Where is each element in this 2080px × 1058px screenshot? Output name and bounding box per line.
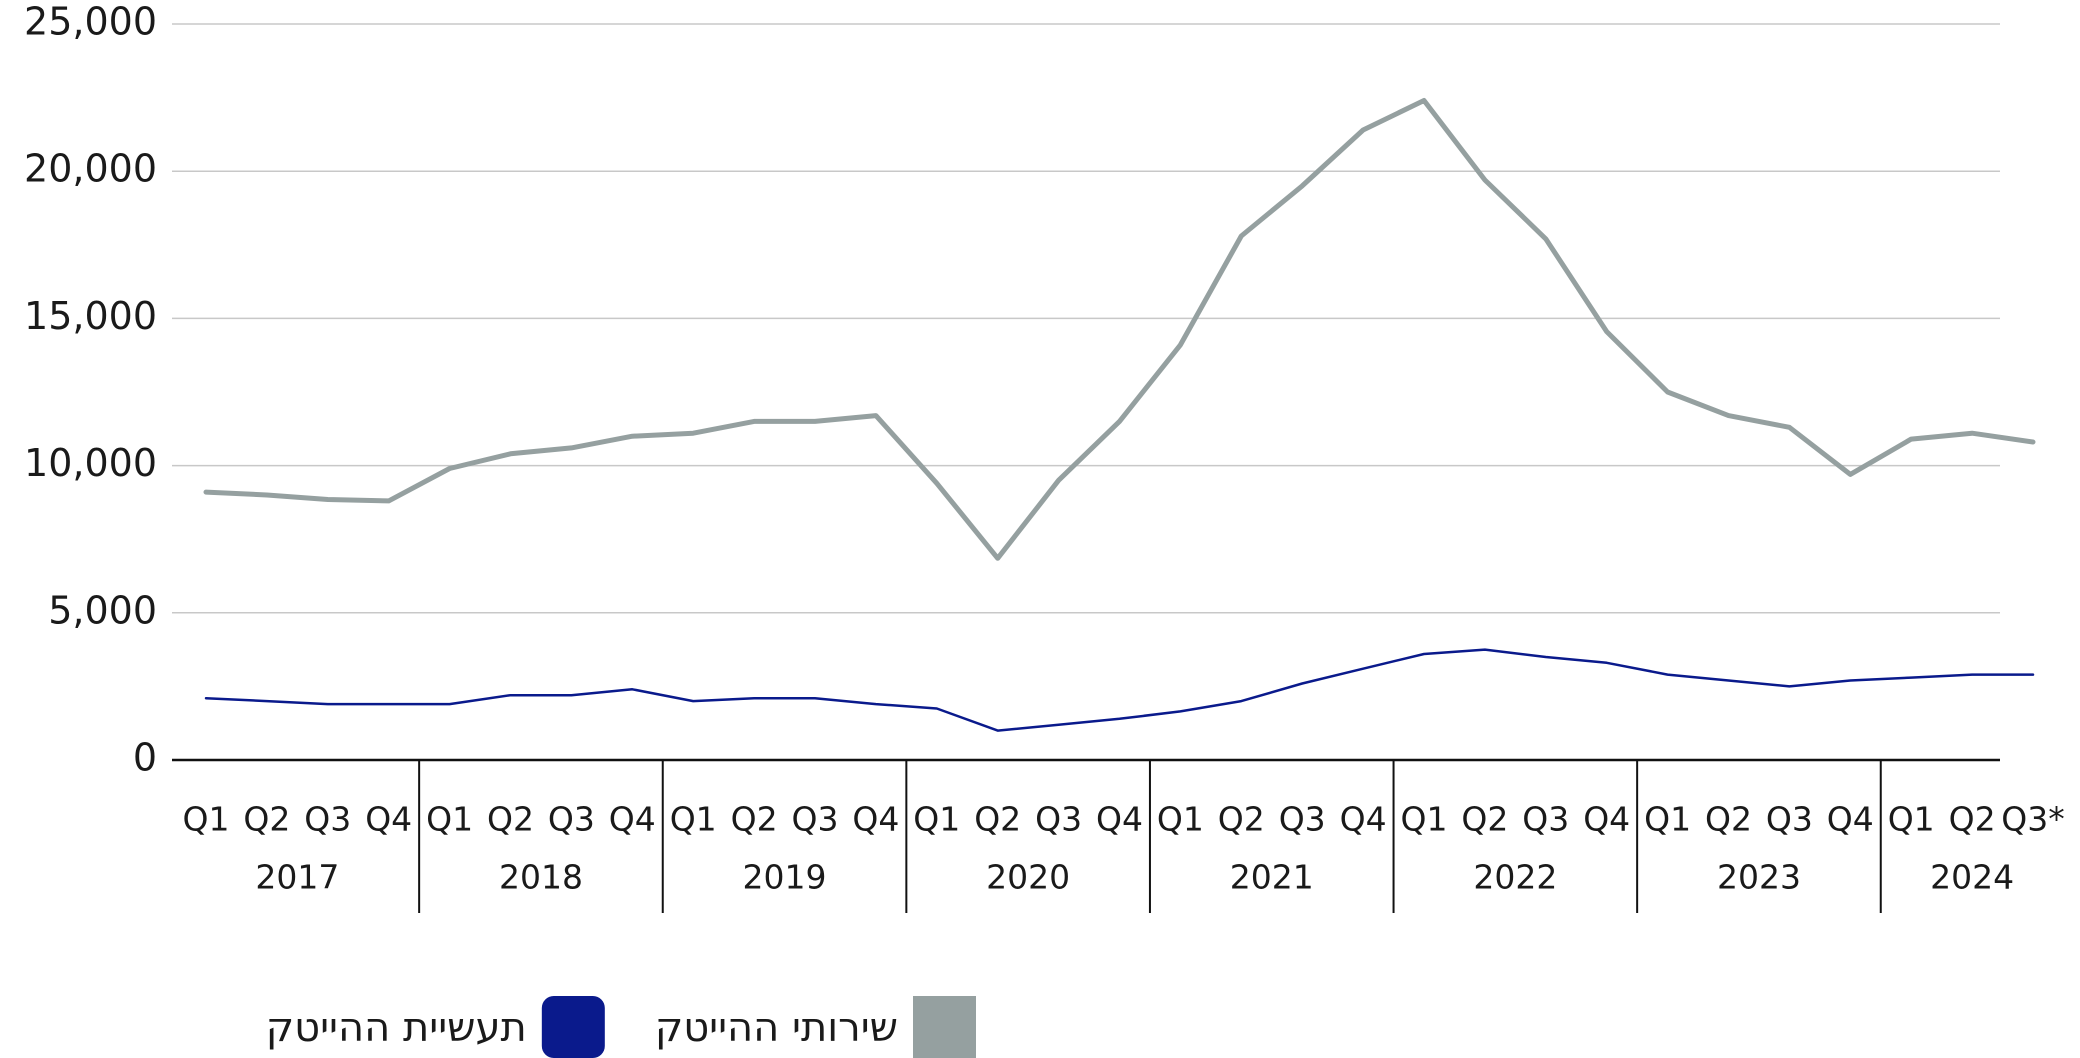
x-tick-label: Q1 — [426, 800, 473, 839]
x-tick-label: Q2 — [243, 800, 290, 839]
x-tick-label: Q1 — [1157, 800, 1204, 839]
x-tick-label: Q1 — [1888, 800, 1935, 839]
x-tick-label: Q1 — [1401, 800, 1448, 839]
x-tick-label: Q3 — [1766, 800, 1813, 839]
x-tick-label: Q2 — [974, 800, 1021, 839]
series-line — [203, 98, 2036, 561]
x-tick-label: Q3 — [304, 800, 351, 839]
year-label: 2021 — [1230, 858, 1314, 897]
x-tick-label: Q4 — [852, 800, 899, 839]
legend-label: שירותי ההייטק — [655, 1005, 898, 1051]
x-tick-label: Q2 — [1949, 800, 1996, 839]
year-label: 2019 — [743, 858, 827, 897]
x-tick-label: Q3 — [1522, 800, 1569, 839]
x-tick-label: Q4 — [1096, 800, 1143, 839]
x-tick-label: Q1 — [913, 800, 960, 839]
y-tick-label: 0 — [133, 736, 157, 780]
year-label: 2023 — [1717, 858, 1801, 897]
x-tick-label: Q2 — [1705, 800, 1752, 839]
x-tick-label: Q4 — [1340, 800, 1387, 839]
x-tick-label: Q4 — [609, 800, 656, 839]
y-tick-label: 15,000 — [24, 294, 157, 338]
x-tick-label: Q3 — [1035, 800, 1082, 839]
x-tick-label: Q4 — [1583, 800, 1630, 839]
y-tick-label: 20,000 — [24, 147, 157, 191]
year-label: 2022 — [1473, 858, 1557, 897]
x-tick-label: Q1 — [1644, 800, 1691, 839]
x-tick-label: Q2 — [1461, 800, 1508, 839]
x-tick-label: Q2 — [1218, 800, 1265, 839]
x-tick-label: Q4 — [365, 800, 412, 839]
x-tick-label: Q3 — [1279, 800, 1326, 839]
legend-label: תעשיית ההייטק — [266, 1005, 527, 1051]
y-tick-label: 25,000 — [24, 0, 157, 44]
x-tick-label: Q1 — [183, 800, 230, 839]
x-tick-label: Q3 — [792, 800, 839, 839]
x-tick-label: Q2 — [731, 800, 778, 839]
y-tick-label: 10,000 — [24, 441, 157, 485]
legend-swatch — [541, 996, 605, 1058]
x-tick-label: Q2 — [487, 800, 534, 839]
x-tick-label: Q4 — [1827, 800, 1874, 839]
year-label: 2018 — [499, 858, 583, 897]
x-tick-label: Q1 — [670, 800, 717, 839]
year-label: 2024 — [1930, 858, 2014, 897]
x-tick-label: Q3* — [2001, 800, 2064, 839]
x-tick-label: Q3 — [548, 800, 595, 839]
year-label: 2017 — [255, 858, 339, 897]
series-line — [204, 648, 2035, 732]
legend-swatch — [913, 996, 976, 1058]
year-label: 2020 — [986, 858, 1070, 897]
y-tick-label: 5,000 — [48, 588, 157, 632]
